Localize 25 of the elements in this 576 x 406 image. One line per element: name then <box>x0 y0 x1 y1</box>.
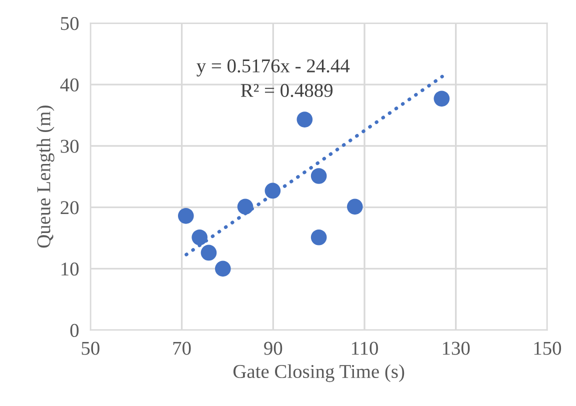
point <box>192 229 208 246</box>
y-tick-label: 30 <box>60 140 79 153</box>
y-tick-label: 10 <box>62 262 79 276</box>
annotation: R² = 0.4889 <box>240 84 333 98</box>
x-tick-label: 90 <box>264 342 282 355</box>
y-tick-label: 0 <box>70 324 79 338</box>
x-tick-label: 150 <box>534 342 562 355</box>
point <box>200 244 217 261</box>
point <box>296 112 313 128</box>
point <box>434 90 450 107</box>
y-tick-label: 40 <box>60 78 79 92</box>
y-tick-label: 20 <box>60 201 79 214</box>
point <box>178 208 194 224</box>
point <box>310 229 327 246</box>
x-tick-label: 50 <box>82 342 100 355</box>
y-tick-label: 50 <box>61 16 79 30</box>
point <box>310 168 327 184</box>
x-tick-label: 130 <box>442 342 470 355</box>
x-axis-title: Gate Closing Time (s) <box>233 364 404 382</box>
point <box>346 198 363 215</box>
point <box>214 260 231 277</box>
x-tick-label: 110 <box>352 342 378 355</box>
y-axis-title: Queue Length (m) <box>36 106 54 248</box>
x-tick-label: 70 <box>173 342 191 355</box>
annotation: y = 0.5176x - 24.44 <box>196 59 350 76</box>
